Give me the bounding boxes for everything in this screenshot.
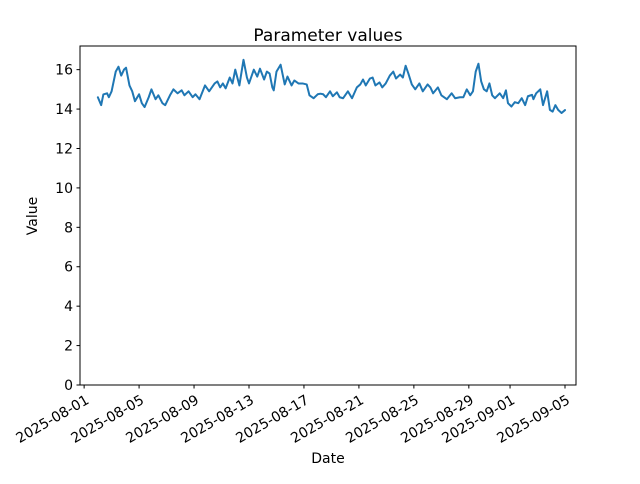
y-tick-label: 14 — [55, 102, 73, 118]
y-tick-label: 6 — [64, 260, 73, 276]
y-tick-label: 8 — [64, 220, 73, 236]
y-tick-label: 4 — [64, 299, 73, 315]
plot-area: 2025-08-012025-08-052025-08-092025-08-13… — [13, 45, 577, 447]
y-tick-label: 10 — [55, 181, 73, 197]
chart-title: Parameter values — [253, 26, 402, 46]
y-tick-label: 12 — [55, 141, 73, 157]
data-line — [96, 58, 567, 115]
y-tick-label: 0 — [64, 378, 73, 394]
x-axis-label: Date — [311, 451, 344, 467]
y-tick-label: 2 — [64, 339, 73, 355]
axes-frame — [79, 45, 577, 386]
y-axis-label: Value — [25, 197, 41, 235]
y-tick-label: 16 — [55, 63, 73, 79]
